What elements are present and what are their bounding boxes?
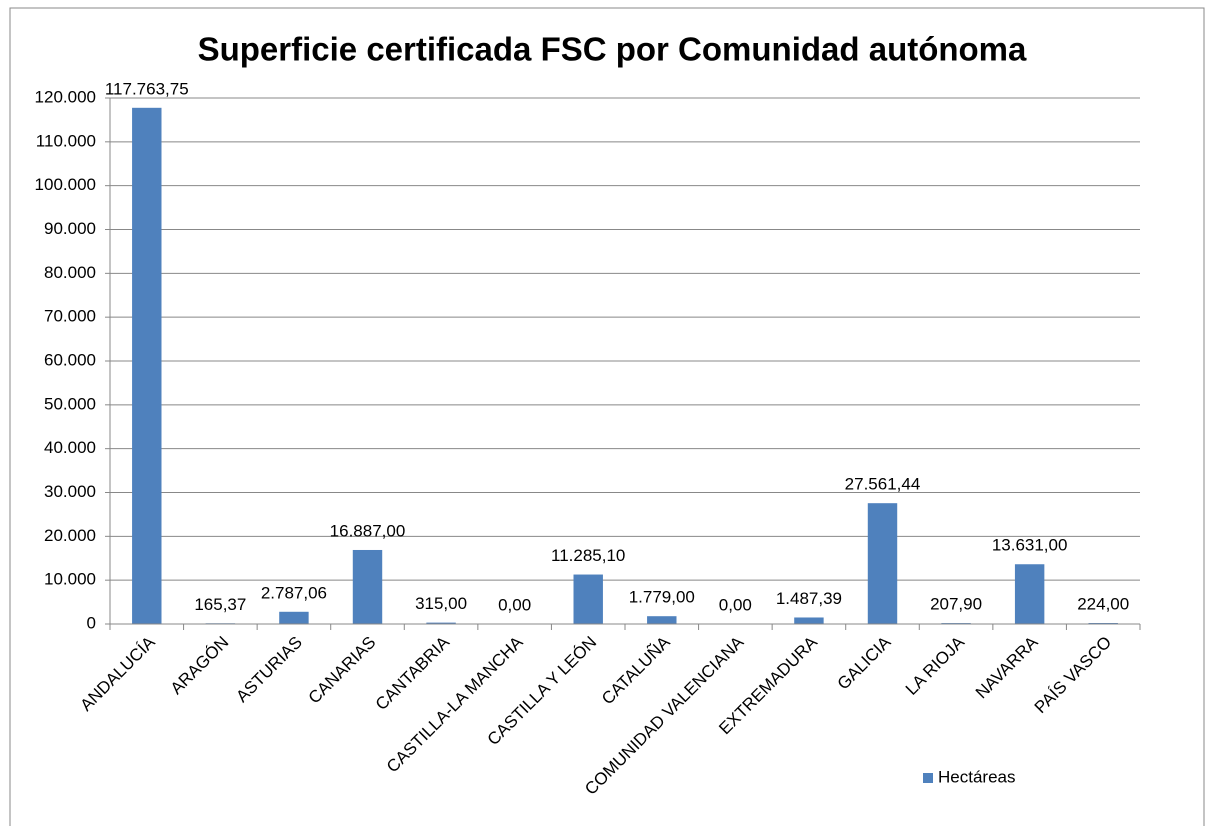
y-tick-label: 110.000 bbox=[36, 131, 96, 150]
y-tick-label: 20.000 bbox=[44, 526, 96, 545]
y-tick-label: 60.000 bbox=[44, 350, 96, 369]
bar bbox=[352, 549, 383, 624]
bar bbox=[132, 107, 162, 624]
y-tick-label: 0 bbox=[87, 613, 96, 632]
data-label: 0,00 bbox=[719, 595, 752, 614]
legend-label: Hectáreas bbox=[938, 767, 1015, 786]
data-label: 165,37 bbox=[194, 595, 246, 614]
y-tick-label: 100.000 bbox=[35, 175, 96, 194]
bar bbox=[426, 622, 456, 624]
data-label: 1.779,00 bbox=[629, 588, 695, 607]
bar bbox=[573, 574, 603, 624]
chart-frame bbox=[9, 7, 1205, 826]
data-label: 1.487,39 bbox=[776, 589, 842, 608]
bar bbox=[867, 503, 898, 624]
data-label: 11.285,10 bbox=[551, 546, 625, 565]
y-tick-label: 30.000 bbox=[44, 482, 96, 501]
data-label: 207,90 bbox=[930, 595, 982, 614]
y-tick-label: 120.000 bbox=[35, 87, 96, 106]
bar bbox=[647, 616, 677, 624]
data-label: 2.787,06 bbox=[261, 583, 327, 602]
bar bbox=[279, 611, 309, 624]
data-label: 27.561,44 bbox=[845, 475, 921, 494]
y-tick-label: 80.000 bbox=[44, 263, 96, 282]
legend-swatch bbox=[923, 773, 933, 783]
data-label: 16.887,00 bbox=[330, 521, 406, 540]
data-label: 315,00 bbox=[415, 594, 467, 613]
bar bbox=[794, 617, 824, 624]
data-label: 224,00 bbox=[1077, 595, 1129, 614]
data-label: 0,00 bbox=[498, 595, 531, 614]
bar bbox=[1014, 564, 1045, 624]
y-tick-label: 90.000 bbox=[44, 219, 96, 238]
data-label: 117.763,75 bbox=[105, 79, 189, 98]
y-tick-label: 70.000 bbox=[44, 307, 96, 326]
y-tick-label: 10.000 bbox=[44, 570, 96, 589]
chart-title: Superficie certificada FSC por Comunidad… bbox=[198, 31, 1027, 68]
data-label: 13.631,00 bbox=[992, 536, 1068, 555]
y-tick-label: 50.000 bbox=[44, 394, 96, 413]
y-tick-label: 40.000 bbox=[44, 438, 96, 457]
